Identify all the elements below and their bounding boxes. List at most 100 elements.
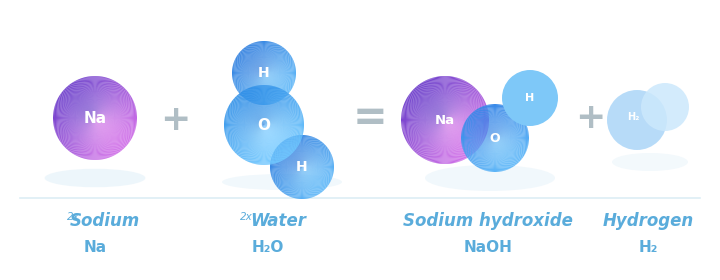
Wedge shape bbox=[302, 138, 315, 167]
Wedge shape bbox=[264, 73, 293, 87]
Wedge shape bbox=[256, 86, 264, 125]
Wedge shape bbox=[279, 167, 302, 190]
Wedge shape bbox=[95, 118, 110, 158]
Wedge shape bbox=[70, 118, 95, 152]
Wedge shape bbox=[264, 69, 296, 73]
Wedge shape bbox=[423, 81, 445, 120]
Wedge shape bbox=[299, 135, 302, 167]
Wedge shape bbox=[95, 109, 136, 118]
Wedge shape bbox=[251, 87, 264, 125]
Wedge shape bbox=[264, 73, 294, 83]
Wedge shape bbox=[95, 118, 127, 146]
Wedge shape bbox=[495, 138, 514, 167]
Wedge shape bbox=[264, 87, 278, 125]
Wedge shape bbox=[264, 43, 275, 73]
Wedge shape bbox=[408, 120, 445, 145]
Wedge shape bbox=[233, 73, 264, 80]
Wedge shape bbox=[264, 125, 302, 136]
Wedge shape bbox=[264, 106, 300, 125]
Wedge shape bbox=[445, 76, 448, 120]
Wedge shape bbox=[293, 167, 302, 198]
Wedge shape bbox=[264, 125, 302, 140]
Wedge shape bbox=[264, 113, 302, 125]
Wedge shape bbox=[95, 118, 125, 148]
Wedge shape bbox=[445, 120, 484, 141]
Wedge shape bbox=[63, 89, 95, 118]
Wedge shape bbox=[95, 88, 125, 118]
Wedge shape bbox=[251, 43, 264, 73]
Wedge shape bbox=[84, 77, 95, 118]
Wedge shape bbox=[403, 120, 445, 135]
Wedge shape bbox=[495, 138, 529, 141]
Wedge shape bbox=[445, 120, 481, 146]
Wedge shape bbox=[302, 167, 334, 171]
Wedge shape bbox=[433, 120, 445, 163]
Wedge shape bbox=[495, 138, 503, 171]
Wedge shape bbox=[445, 120, 446, 164]
Wedge shape bbox=[410, 92, 445, 120]
Wedge shape bbox=[273, 167, 302, 181]
Wedge shape bbox=[259, 125, 264, 165]
Wedge shape bbox=[264, 57, 292, 73]
Wedge shape bbox=[439, 76, 445, 120]
Wedge shape bbox=[246, 89, 264, 125]
Wedge shape bbox=[224, 123, 264, 125]
Wedge shape bbox=[95, 77, 106, 118]
Wedge shape bbox=[469, 115, 495, 138]
Wedge shape bbox=[495, 117, 523, 138]
Wedge shape bbox=[242, 125, 264, 159]
Wedge shape bbox=[232, 70, 264, 73]
Wedge shape bbox=[73, 118, 95, 155]
Wedge shape bbox=[264, 125, 288, 158]
Wedge shape bbox=[279, 144, 302, 167]
Wedge shape bbox=[445, 117, 489, 120]
Wedge shape bbox=[445, 83, 470, 120]
Wedge shape bbox=[445, 120, 457, 162]
Wedge shape bbox=[226, 125, 264, 139]
Text: +: + bbox=[160, 103, 190, 137]
Ellipse shape bbox=[425, 165, 555, 191]
Wedge shape bbox=[429, 78, 445, 120]
Wedge shape bbox=[264, 125, 274, 164]
Text: Na: Na bbox=[84, 111, 107, 125]
Wedge shape bbox=[260, 73, 264, 105]
Wedge shape bbox=[461, 138, 495, 141]
Wedge shape bbox=[264, 119, 304, 125]
Wedge shape bbox=[405, 101, 445, 120]
Wedge shape bbox=[426, 80, 445, 120]
Wedge shape bbox=[445, 120, 485, 140]
Wedge shape bbox=[241, 92, 264, 125]
Wedge shape bbox=[468, 116, 495, 138]
Wedge shape bbox=[445, 88, 477, 120]
Circle shape bbox=[502, 70, 558, 126]
Wedge shape bbox=[264, 124, 304, 125]
Wedge shape bbox=[495, 115, 521, 138]
Wedge shape bbox=[463, 138, 495, 150]
Wedge shape bbox=[95, 118, 102, 160]
Wedge shape bbox=[264, 125, 295, 151]
Wedge shape bbox=[271, 160, 302, 167]
Wedge shape bbox=[264, 125, 276, 163]
Wedge shape bbox=[264, 125, 266, 165]
Wedge shape bbox=[441, 76, 445, 120]
Wedge shape bbox=[264, 125, 297, 149]
Wedge shape bbox=[490, 104, 495, 138]
Wedge shape bbox=[264, 122, 304, 125]
Wedge shape bbox=[225, 125, 264, 136]
Wedge shape bbox=[249, 44, 264, 73]
Wedge shape bbox=[230, 103, 264, 125]
Wedge shape bbox=[77, 118, 95, 157]
Wedge shape bbox=[471, 113, 495, 138]
Wedge shape bbox=[95, 118, 130, 143]
Wedge shape bbox=[445, 120, 487, 132]
Wedge shape bbox=[262, 41, 264, 73]
Wedge shape bbox=[477, 108, 495, 138]
Wedge shape bbox=[264, 125, 297, 148]
Wedge shape bbox=[261, 85, 264, 125]
Wedge shape bbox=[80, 118, 95, 158]
Wedge shape bbox=[60, 93, 95, 118]
Wedge shape bbox=[264, 43, 276, 73]
Wedge shape bbox=[240, 73, 264, 96]
Wedge shape bbox=[89, 76, 95, 118]
Wedge shape bbox=[302, 135, 304, 167]
